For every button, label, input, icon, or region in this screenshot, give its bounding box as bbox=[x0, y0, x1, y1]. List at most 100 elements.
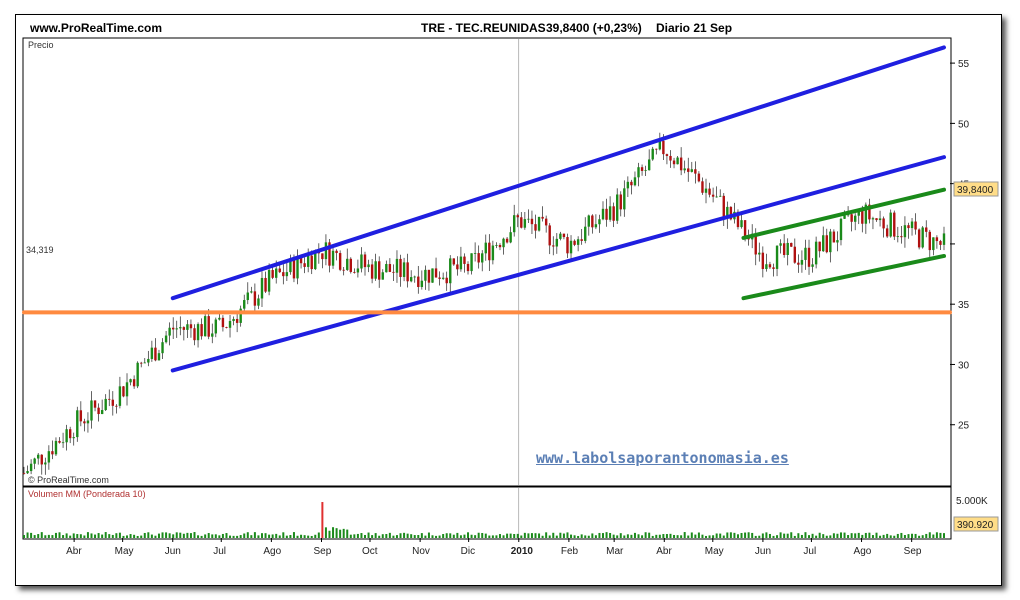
volume-bar bbox=[744, 532, 747, 538]
candle-body bbox=[246, 292, 249, 301]
volume-bar bbox=[566, 532, 569, 538]
volume-bar bbox=[783, 533, 786, 538]
candle-body bbox=[939, 241, 942, 245]
volume-tick-label: 5.000K bbox=[956, 496, 988, 507]
volume-bar bbox=[839, 532, 842, 538]
x-tick-label: Jul bbox=[213, 546, 226, 557]
volume-bar bbox=[388, 532, 391, 538]
candle-body bbox=[484, 242, 487, 254]
volume-bar bbox=[925, 533, 928, 538]
candle-body bbox=[687, 168, 690, 172]
volume-bar bbox=[506, 533, 509, 538]
volume-bar bbox=[310, 535, 313, 538]
volume-bar bbox=[413, 535, 416, 538]
candle-body bbox=[306, 255, 310, 267]
volume-bar bbox=[939, 532, 942, 538]
candle-body bbox=[140, 362, 143, 364]
volume-bar bbox=[165, 532, 168, 538]
candle-body bbox=[885, 228, 889, 237]
volume-bar bbox=[332, 527, 335, 538]
candle-body bbox=[683, 168, 686, 171]
candle-body bbox=[214, 319, 218, 334]
x-tick-label: May bbox=[115, 546, 134, 557]
candle-body bbox=[168, 327, 171, 336]
candle-body bbox=[797, 262, 800, 265]
volume-bar bbox=[545, 532, 548, 538]
volume-bar bbox=[435, 535, 438, 538]
candle-body bbox=[726, 206, 729, 219]
candle-body bbox=[722, 195, 725, 219]
volume-bar bbox=[328, 530, 331, 538]
candle-body bbox=[111, 399, 115, 406]
volume-bar bbox=[65, 533, 68, 538]
volume-bar bbox=[381, 534, 384, 538]
volume-bar bbox=[516, 533, 519, 538]
volume-bar bbox=[264, 533, 267, 538]
candle-body bbox=[328, 242, 331, 266]
trend-line-layer bbox=[22, 45, 952, 373]
candle-body bbox=[822, 235, 825, 252]
volume-bar bbox=[651, 535, 654, 538]
candle-body bbox=[211, 333, 214, 337]
candle-body bbox=[754, 233, 757, 255]
volume-bar bbox=[392, 535, 395, 538]
candle-body bbox=[928, 231, 931, 251]
candle-body bbox=[711, 194, 715, 197]
candle-body bbox=[903, 225, 907, 238]
lower-green-channel bbox=[741, 253, 946, 301]
volume-bar bbox=[360, 533, 363, 538]
candle-body bbox=[356, 268, 360, 273]
watermark-link[interactable]: www.labolsaporantonomasia.es bbox=[536, 449, 789, 467]
volume-bar bbox=[364, 534, 367, 538]
volume-bar bbox=[182, 533, 185, 538]
candle-body bbox=[694, 169, 697, 174]
volume-bar bbox=[115, 533, 118, 538]
candle-body bbox=[449, 258, 452, 284]
volume-bar bbox=[676, 535, 679, 538]
candle-body bbox=[576, 239, 580, 245]
volume-bar bbox=[829, 535, 832, 538]
volume-bar bbox=[509, 533, 512, 538]
candle-body bbox=[260, 277, 264, 299]
candle-body bbox=[29, 463, 33, 472]
candle-body bbox=[150, 347, 154, 359]
x-tick-label: 2010 bbox=[511, 546, 534, 557]
volume-bar bbox=[154, 535, 157, 538]
candle-body bbox=[409, 277, 413, 282]
upper-blue-channel bbox=[170, 45, 946, 301]
volume-bar bbox=[239, 535, 242, 538]
volume-bar bbox=[914, 533, 917, 538]
candle-body bbox=[363, 254, 367, 268]
candle-body bbox=[275, 268, 278, 278]
volume-bar bbox=[395, 535, 398, 538]
candle-body bbox=[637, 167, 640, 178]
volume-bar bbox=[23, 535, 25, 538]
candle-body bbox=[122, 386, 125, 397]
x-tick-label: Jul bbox=[803, 546, 816, 557]
candle-body bbox=[779, 243, 782, 246]
candle-body bbox=[655, 148, 658, 150]
volume-bar bbox=[292, 532, 295, 538]
candle-body bbox=[132, 379, 136, 387]
y-tick-label: 55 bbox=[958, 59, 970, 70]
candle-body bbox=[79, 410, 83, 422]
volume-bar bbox=[633, 532, 636, 538]
candle-body bbox=[143, 362, 146, 364]
candle-body bbox=[54, 440, 58, 455]
candle-body bbox=[58, 440, 61, 443]
volume-bar bbox=[62, 535, 65, 538]
y-tick-label: 50 bbox=[958, 119, 970, 130]
candle-body bbox=[413, 276, 416, 278]
volume-bar bbox=[339, 529, 342, 538]
volume-bar bbox=[477, 532, 480, 538]
candle-body bbox=[417, 276, 420, 287]
candle-body bbox=[200, 324, 203, 337]
volume-bar bbox=[797, 533, 800, 538]
volume-bar bbox=[669, 533, 672, 538]
candle-body bbox=[22, 472, 26, 474]
volume-bar bbox=[779, 532, 782, 538]
x-tick-label: Oct bbox=[362, 546, 378, 557]
candle-body bbox=[868, 204, 871, 220]
candle-body bbox=[90, 400, 93, 421]
candle-body bbox=[495, 244, 498, 246]
